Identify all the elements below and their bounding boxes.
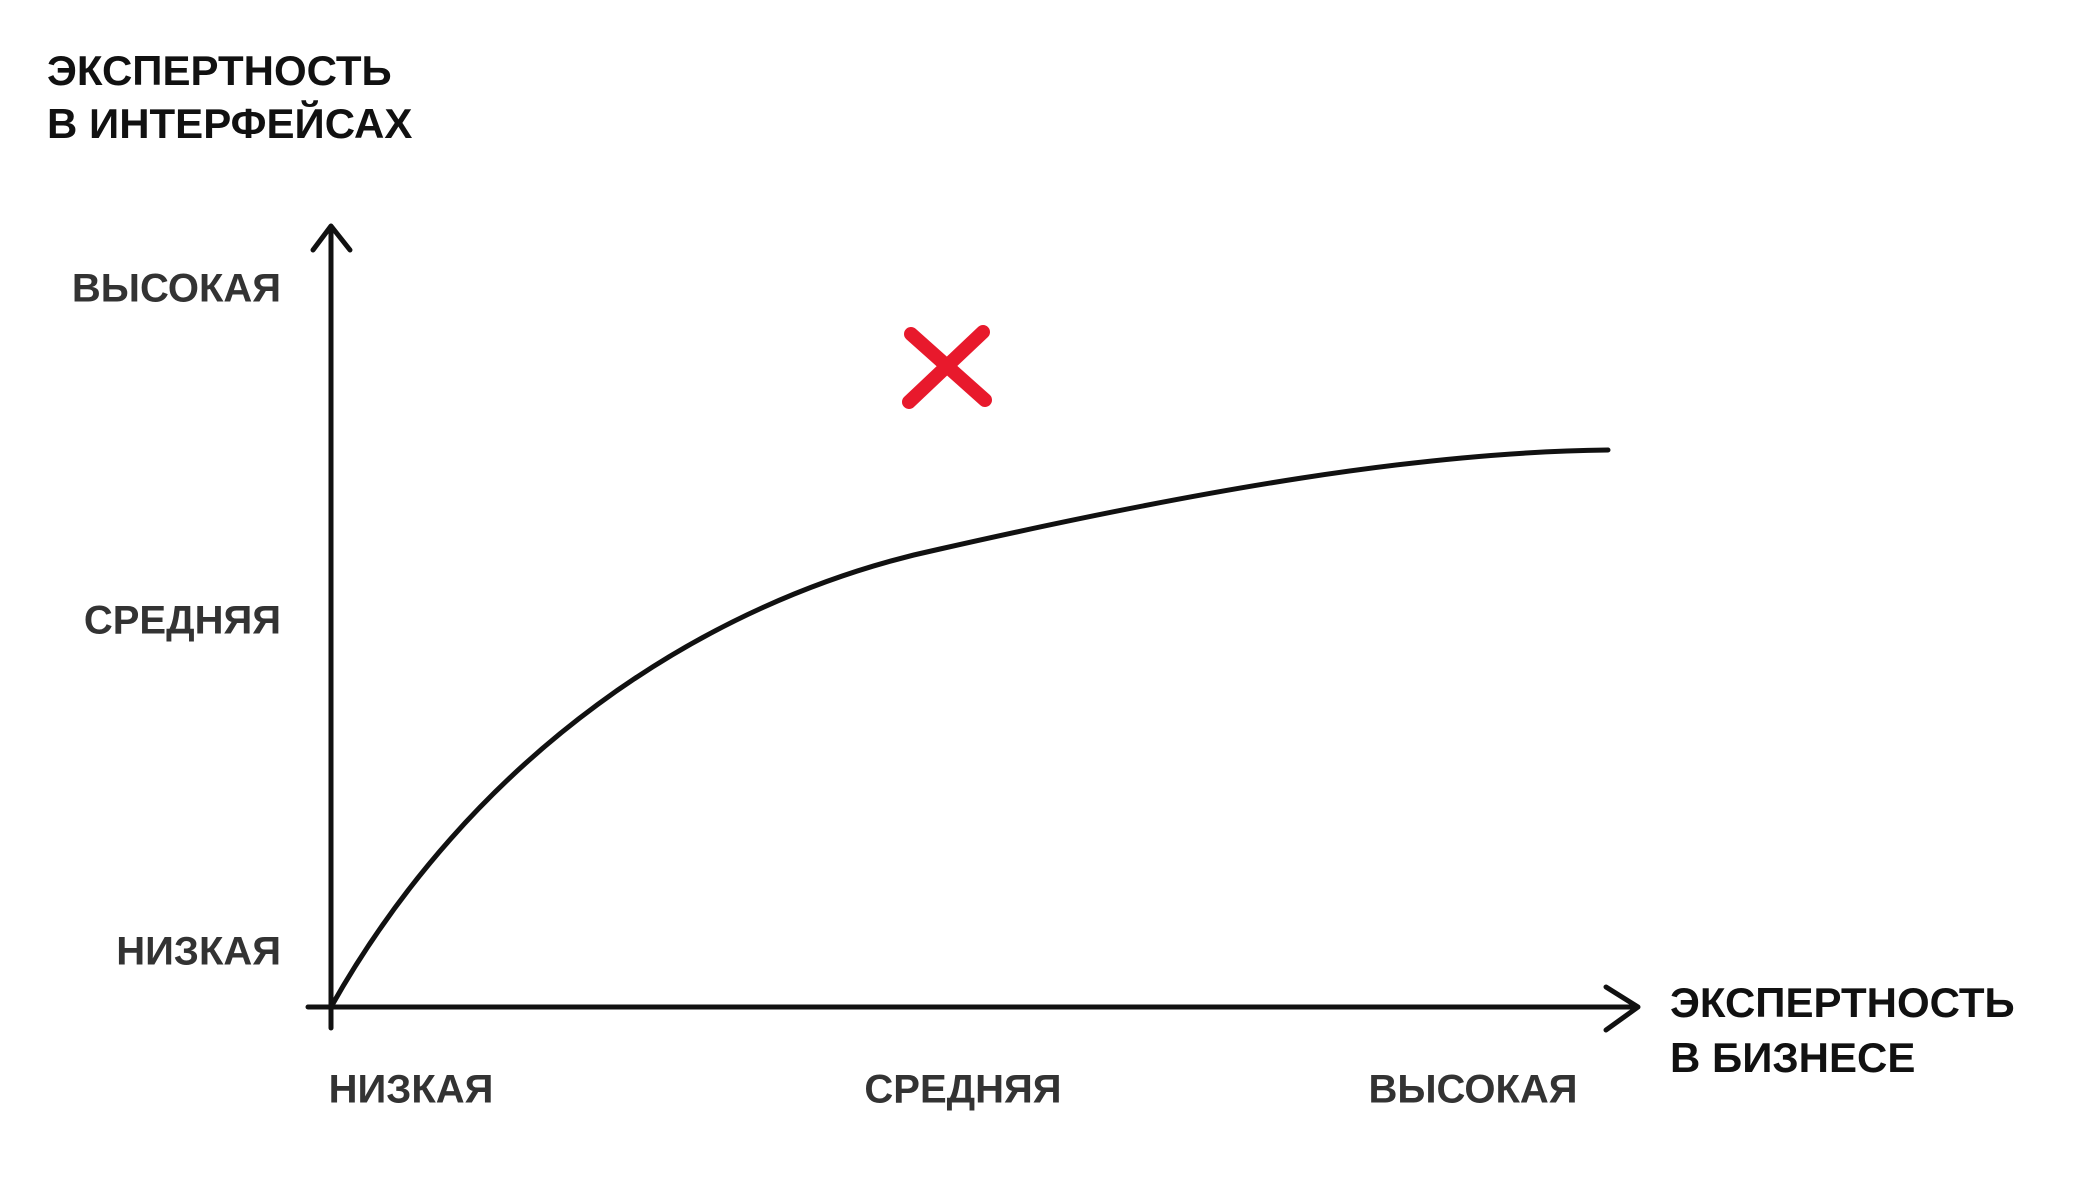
x-level-label: НИЗКАЯ [329, 1068, 494, 1112]
y-level-label: ВЫСОКАЯ [72, 267, 281, 311]
y-axis-arrow [310, 223, 353, 253]
y-level-label: СРЕДНЯЯ [84, 599, 281, 643]
curve [328, 447, 1611, 1010]
y-axis-title: В ИНТЕРФЕЙСАХ [47, 99, 412, 147]
x-level-label: ВЫСОКАЯ [1368, 1068, 1577, 1112]
x-axis-title: ЭКСПЕРТНОСТЬ [1670, 979, 2015, 1026]
x-axis-title: В БИЗНЕСЕ [1670, 1034, 1915, 1081]
y-level-label: НИЗКАЯ [116, 930, 281, 974]
axes [305, 223, 1641, 1033]
y-axis-title: ЭКСПЕРТНОСТЬ [47, 47, 392, 94]
x-axis-arrow [1603, 984, 1641, 1033]
x-level-label: СРЕДНЯЯ [864, 1068, 1061, 1112]
cross-marker [902, 325, 992, 409]
